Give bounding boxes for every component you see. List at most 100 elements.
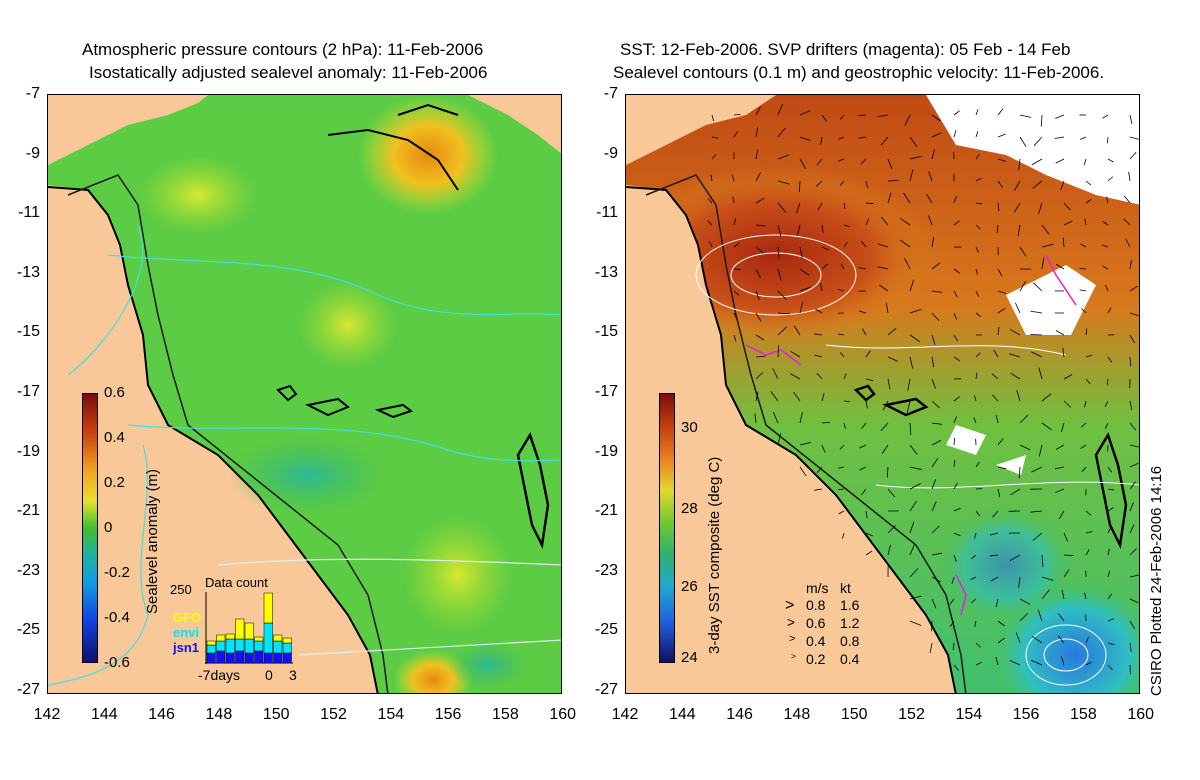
velocity-arrow bbox=[865, 510, 868, 519]
velocity-arrow bbox=[799, 286, 811, 292]
y-tick-left: -9 bbox=[25, 144, 40, 162]
velocity-arrow bbox=[1019, 114, 1032, 118]
data-count-bar-segment bbox=[235, 638, 245, 652]
velocity-arrow bbox=[975, 352, 981, 358]
velocity-arrow bbox=[1102, 114, 1109, 119]
velocity-arrow bbox=[1038, 367, 1043, 380]
velocity-arrow bbox=[1055, 114, 1065, 119]
velocity-arrow bbox=[733, 242, 740, 248]
velocity-arrow bbox=[879, 284, 889, 292]
velocity-arrow bbox=[1129, 524, 1135, 534]
velocity-arrow bbox=[1009, 659, 1021, 666]
y-tick-left: -17 bbox=[16, 383, 40, 400]
velocity-arrow bbox=[709, 241, 713, 248]
velocity-arrow bbox=[1080, 243, 1087, 248]
data-count-bar-segment bbox=[244, 638, 254, 654]
velocity-arrow bbox=[953, 356, 961, 362]
velocity-arrow bbox=[931, 525, 940, 534]
velocity-arrow bbox=[970, 554, 977, 560]
velocity-arrow bbox=[1038, 444, 1043, 457]
velocity-arrow bbox=[733, 290, 740, 296]
velocity-arrow bbox=[953, 290, 958, 298]
velocity-arrow bbox=[1055, 330, 1065, 336]
velocity-arrow bbox=[953, 459, 956, 468]
velocity-arrow bbox=[1085, 549, 1090, 556]
velocity-arrow bbox=[995, 598, 999, 608]
velocity-arrow bbox=[931, 400, 940, 409]
velocity-arrow bbox=[997, 620, 1005, 627]
velocity-arrow bbox=[899, 218, 911, 226]
velocity-arrow bbox=[838, 333, 845, 336]
velocity-arrow bbox=[953, 312, 957, 320]
data-count-x-left: -7days bbox=[198, 667, 241, 683]
velocity-arrow bbox=[995, 656, 999, 666]
velocity-arrow bbox=[949, 620, 955, 628]
velocity-arrow bbox=[997, 637, 1005, 644]
velocity-arrow bbox=[755, 290, 760, 301]
sealevel-colorbar-tick: -0.4 bbox=[104, 609, 130, 626]
velocity-arrow bbox=[953, 554, 957, 562]
velocity-arrow bbox=[820, 136, 823, 145]
velocity-arrow bbox=[1063, 532, 1069, 542]
velocity-arrow bbox=[733, 312, 738, 320]
sst-map bbox=[625, 94, 1140, 694]
y-tick-right: -19 bbox=[594, 442, 618, 460]
land-queensland bbox=[48, 95, 378, 693]
data-count-bar-segment bbox=[206, 644, 216, 654]
velocity-arrow bbox=[931, 479, 936, 490]
velocity-arrow bbox=[755, 149, 759, 160]
velocity-arrow bbox=[821, 246, 830, 251]
x-tick-right: 142 bbox=[611, 706, 639, 723]
velocity-arrow bbox=[842, 532, 845, 539]
velocity-arrow bbox=[975, 224, 981, 230]
satellite-label-gfo: GFO bbox=[173, 610, 202, 625]
velocity-arrow bbox=[887, 327, 897, 336]
data-count-bar-segment bbox=[225, 633, 235, 640]
sst-colorbar-tick: 26 bbox=[681, 578, 698, 596]
velocity-arrow bbox=[909, 543, 916, 556]
velocity-arrow bbox=[975, 662, 982, 666]
velocity-arrow bbox=[1054, 136, 1065, 139]
velocity-arrow bbox=[1080, 422, 1087, 428]
velocity-arrow bbox=[838, 466, 845, 469]
x-tick-right: 146 bbox=[726, 706, 753, 723]
velocity-arrow bbox=[975, 246, 979, 253]
data-count-ymax: 250 bbox=[170, 582, 192, 597]
velocity-arrow bbox=[843, 224, 850, 227]
velocity-arrow bbox=[1129, 444, 1139, 448]
velocity-arrow bbox=[1129, 400, 1133, 411]
velocity-arrow bbox=[1107, 488, 1115, 491]
velocity-arrow bbox=[931, 149, 935, 160]
velocity-arrow bbox=[1031, 466, 1043, 473]
velocity-arrow bbox=[755, 334, 765, 341]
velocity-arrow bbox=[1062, 347, 1065, 358]
velocity-arrow bbox=[777, 290, 787, 300]
velocity-arrow bbox=[973, 395, 977, 402]
velocity-arrow bbox=[799, 442, 811, 446]
velocity-arrow bbox=[1085, 378, 1091, 385]
velocity-arrow bbox=[1107, 548, 1110, 556]
velocity-arrow bbox=[839, 180, 845, 186]
velocity-arrow bbox=[793, 325, 801, 336]
velocity-arrow bbox=[1085, 661, 1092, 666]
x-tick-left: 146 bbox=[148, 706, 175, 723]
velocity-arrow bbox=[1085, 531, 1093, 534]
velocity-arrow bbox=[1019, 444, 1031, 451]
velocity-arrow bbox=[1060, 180, 1065, 190]
velocity-arrow bbox=[953, 196, 957, 204]
velocity-arrow bbox=[989, 554, 999, 557]
velocity-arrow bbox=[1058, 510, 1065, 520]
sealevel-colorbar-title: Sealevel anomaly (m) bbox=[144, 468, 161, 614]
velocity-arrow bbox=[755, 172, 761, 182]
data-count-bar-segment bbox=[282, 652, 292, 664]
velocity-arrow bbox=[1125, 238, 1131, 248]
velocity-arrow bbox=[755, 224, 766, 227]
velocity-arrow bbox=[991, 373, 999, 380]
velocity-arrow bbox=[1080, 444, 1087, 449]
y-tick-left: -19 bbox=[16, 442, 40, 460]
velocity-arrow bbox=[819, 283, 823, 292]
velocity-arrow bbox=[887, 488, 896, 498]
velocity-arrow bbox=[975, 268, 978, 275]
sst-colorbar-tick: 28 bbox=[681, 500, 698, 518]
velocity-arrow bbox=[1031, 659, 1043, 666]
